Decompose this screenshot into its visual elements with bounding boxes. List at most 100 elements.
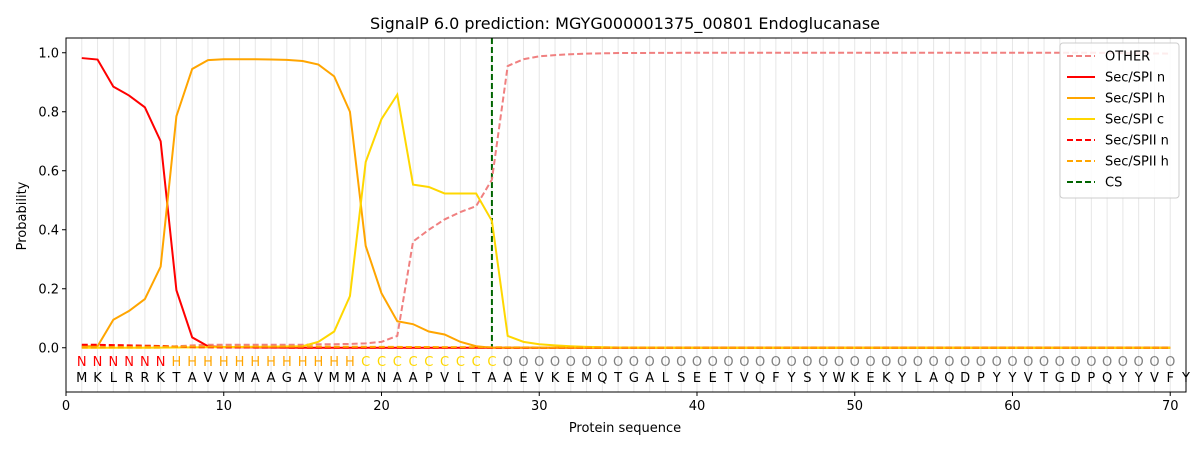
sequence-letter: T [1039,371,1048,386]
annotation-letter: C [409,355,418,370]
sequence-letter: A [188,371,197,386]
sequence-letter: E [866,371,874,386]
annotation-letter: O [1086,355,1096,370]
y-tick-label: 0.0 [38,341,59,356]
series-line-sec-spi-n [81,57,1171,349]
annotation-letter: H [172,355,182,370]
annotation-letter: O [802,355,812,370]
sequence-letter: V [1150,371,1159,386]
annotation-letter: O [1023,355,1033,370]
sequence-letter: V [1024,371,1033,386]
annotation-letter: O [818,355,828,370]
grid-lines [81,38,1187,392]
y-tick-label: 0.2 [38,282,59,297]
legend-label: OTHER [1105,50,1150,65]
series-line-sec-spi-c [81,91,1171,349]
annotation-letter: O [960,355,970,370]
sequence-letter: Q [944,371,954,386]
sequence-letter: V [204,371,213,386]
sequence-letter: V [740,371,749,386]
annotation-letter: O [1134,355,1144,370]
y-tick-label: 0.8 [38,105,59,120]
annotation-letter: C [472,355,481,370]
sequence-letter: K [93,371,102,386]
legend-label: Sec/SPII n [1105,134,1169,149]
annotation-letter: O [771,355,781,370]
sequence-letter: R [125,371,134,386]
annotation-letter: O [629,355,639,370]
annotation-letter: H [203,355,213,370]
sequence-letter: E [519,371,527,386]
series-line-sec-spi-h [81,58,1171,349]
legend-label: Sec/SPI h [1105,92,1165,107]
annotation-letter: N [140,355,150,370]
annotation-letter: C [377,355,386,370]
annotation-letter: O [503,355,513,370]
annotation-letter: O [976,355,986,370]
series-line-other [81,51,1171,349]
legend: OTHER Sec/SPI n Sec/SPI h Sec/SPI c Sec/SPII… [1059,42,1180,199]
annotation-letter: O [755,355,765,370]
sequence-letter: L [457,371,465,386]
sequence-letter: A [267,371,276,386]
annotation-letter: O [1055,355,1065,370]
sequence-letter: V [535,371,544,386]
sequence-letter: A [929,371,938,386]
y-tick-label: 0.6 [38,164,59,179]
x-tick-label: 20 [373,399,390,414]
sequence-letter: K [551,371,560,386]
annotation-letter: O [897,355,907,370]
sequence-letter: Y [1008,371,1017,386]
annotation-letter: O [992,355,1002,370]
annotation-letter: O [881,355,891,370]
sequence-letter: P [1087,371,1095,386]
annotation-letter: N [93,355,103,370]
sequence-letter: S [677,371,685,386]
annotation-letter: H [282,355,292,370]
annotation-letter: O [1007,355,1017,370]
annotation-letter: O [708,355,718,370]
sequence-letter: R [140,371,149,386]
annotation-letter: H [235,355,245,370]
sequence-letter: A [645,371,654,386]
sequence-letter: A [251,371,260,386]
series-layer [81,51,1171,349]
sequence-letter: A [393,371,402,386]
sequence-letter: K [850,371,859,386]
sequence-letter: A [361,371,370,386]
y-tick-label: 1.0 [38,46,59,61]
annotation-letter: O [518,355,528,370]
sequence-letter: E [693,371,701,386]
sequence-letter: P [425,371,433,386]
legend-label: Sec/SPI c [1105,113,1164,128]
annotation-letter: H [187,355,197,370]
y-tick-label: 0.4 [38,223,59,238]
sequence-letter: A [298,371,307,386]
sequence-letter: T [613,371,622,386]
annotation-letter: O [597,355,607,370]
sequence-letter: V [440,371,449,386]
annotation-letter: O [676,355,686,370]
annotation-letter: H [250,355,260,370]
annotation-letter: N [156,355,166,370]
annotation-letter: O [581,355,591,370]
x-tick-label: 50 [846,399,863,414]
sequence-letter: K [156,371,165,386]
sequence-letter: A [487,371,496,386]
sequence-letter: M [234,371,245,386]
sequence-letter: W [833,371,846,386]
annotation-letter: C [487,355,496,370]
annotation-letter: N [77,355,87,370]
annotation-letter: O [1165,355,1175,370]
sequence-letter: G [1055,371,1065,386]
annotation-letter: O [787,355,797,370]
sequence-letter: D [960,371,970,386]
sequence-letter: S [803,371,811,386]
annotation-letter: O [692,355,702,370]
annotation-letter: O [566,355,576,370]
plot-frame [65,37,1187,393]
annotation-letter: C [424,355,433,370]
sequence-letter: N [377,371,387,386]
sequence-letter: Q [597,371,607,386]
